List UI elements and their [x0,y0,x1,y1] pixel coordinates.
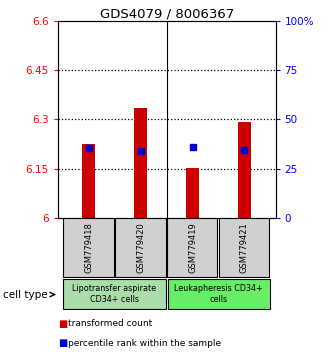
Text: ■: ■ [58,319,67,329]
Text: cell type: cell type [3,290,48,299]
Bar [63,279,166,309]
Bar [219,218,269,277]
Bar [186,167,199,218]
Bar [168,279,270,309]
Bar [82,144,95,218]
Text: GSM779420: GSM779420 [136,222,145,273]
Text: GSM779421: GSM779421 [240,222,249,273]
Text: transformed count: transformed count [68,319,152,329]
Bar [134,108,147,218]
Text: GSM779418: GSM779418 [84,222,93,273]
Text: ■: ■ [58,338,67,348]
Bar [238,122,251,218]
Bar [115,218,166,277]
Text: Leukapheresis CD34+
cells: Leukapheresis CD34+ cells [175,284,263,303]
Bar [167,218,217,277]
Bar [63,218,114,277]
Text: Lipotransfer aspirate
CD34+ cells: Lipotransfer aspirate CD34+ cells [73,284,157,303]
Text: GSM779419: GSM779419 [188,222,197,273]
Title: GDS4079 / 8006367: GDS4079 / 8006367 [100,7,234,20]
Text: percentile rank within the sample: percentile rank within the sample [68,339,221,348]
